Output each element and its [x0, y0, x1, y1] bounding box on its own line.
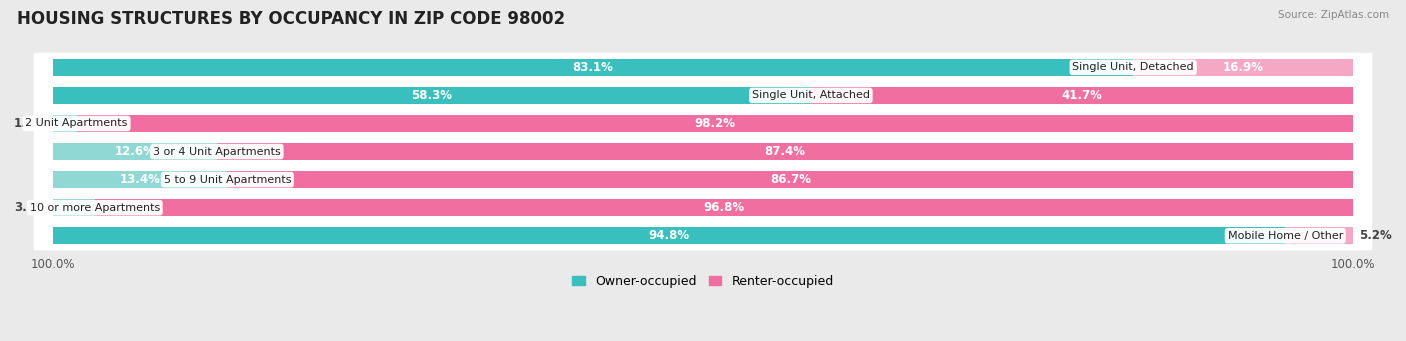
Text: 16.9%: 16.9%: [1222, 61, 1264, 74]
FancyBboxPatch shape: [34, 53, 1372, 82]
FancyBboxPatch shape: [34, 137, 1372, 166]
FancyBboxPatch shape: [34, 221, 1372, 251]
Text: 83.1%: 83.1%: [572, 61, 613, 74]
Text: Source: ZipAtlas.com: Source: ZipAtlas.com: [1278, 10, 1389, 20]
Text: 87.4%: 87.4%: [765, 145, 806, 158]
Text: 2 Unit Apartments: 2 Unit Apartments: [25, 118, 128, 129]
Text: 3.2%: 3.2%: [14, 201, 46, 214]
Bar: [53, 199, 94, 216]
Bar: [53, 143, 217, 160]
Text: 5 to 9 Unit Apartments: 5 to 9 Unit Apartments: [163, 175, 291, 184]
Text: Single Unit, Detached: Single Unit, Detached: [1073, 62, 1194, 72]
Bar: [53, 59, 1133, 76]
Text: 10 or more Apartments: 10 or more Apartments: [30, 203, 160, 213]
Bar: [1285, 227, 1353, 244]
Text: HOUSING STRUCTURES BY OCCUPANCY IN ZIP CODE 98002: HOUSING STRUCTURES BY OCCUPANCY IN ZIP C…: [17, 10, 565, 28]
Text: 98.2%: 98.2%: [695, 117, 735, 130]
FancyBboxPatch shape: [34, 165, 1372, 194]
Bar: [53, 87, 811, 104]
FancyBboxPatch shape: [34, 193, 1372, 222]
Text: 58.3%: 58.3%: [412, 89, 453, 102]
Bar: [217, 143, 1353, 160]
Text: 12.6%: 12.6%: [115, 145, 156, 158]
Bar: [53, 171, 228, 188]
Bar: [811, 87, 1353, 104]
Bar: [53, 115, 76, 132]
Text: Single Unit, Attached: Single Unit, Attached: [752, 90, 870, 100]
Legend: Owner-occupied, Renter-occupied: Owner-occupied, Renter-occupied: [568, 270, 838, 293]
Text: 13.4%: 13.4%: [120, 173, 160, 186]
Text: 96.8%: 96.8%: [703, 201, 744, 214]
Text: 1.8%: 1.8%: [14, 117, 46, 130]
Bar: [94, 199, 1353, 216]
Text: 41.7%: 41.7%: [1062, 89, 1102, 102]
FancyBboxPatch shape: [34, 81, 1372, 110]
Text: Mobile Home / Other: Mobile Home / Other: [1227, 231, 1343, 241]
Bar: [1133, 59, 1353, 76]
Bar: [76, 115, 1353, 132]
Text: 5.2%: 5.2%: [1360, 229, 1392, 242]
Text: 86.7%: 86.7%: [770, 173, 811, 186]
Text: 94.8%: 94.8%: [648, 229, 690, 242]
Text: 3 or 4 Unit Apartments: 3 or 4 Unit Apartments: [153, 147, 281, 157]
FancyBboxPatch shape: [34, 109, 1372, 138]
Bar: [228, 171, 1354, 188]
Bar: [53, 227, 1285, 244]
